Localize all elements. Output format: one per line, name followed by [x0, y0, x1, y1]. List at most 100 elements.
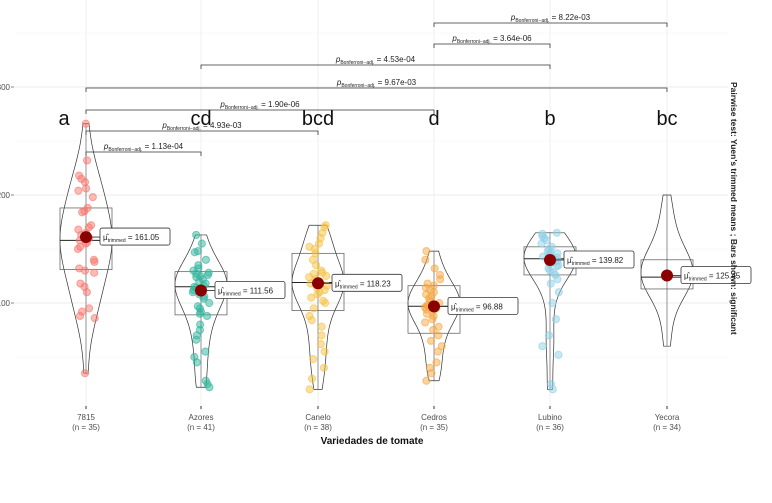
y-tick-label: 300: [0, 83, 11, 92]
data-point: [307, 293, 316, 302]
data-point: [422, 376, 431, 385]
data-point: [433, 347, 443, 356]
x-tick-n-label: (n = 36): [536, 423, 564, 432]
group-yecora: μ̂trimmed = 125.45 bc: [640, 108, 752, 347]
y-tick-label: 100: [0, 299, 11, 308]
mean-label-box: [680, 266, 752, 284]
mean-label-box: [214, 281, 286, 299]
data-point: [81, 119, 90, 128]
mu-subscript: trimmed: [572, 261, 590, 267]
data-point: [554, 288, 563, 297]
mean-label-box: [563, 250, 635, 269]
mean-point: [80, 231, 92, 244]
p-symbol: p: [335, 55, 341, 64]
mean-label: μ̂trimmed = 96.88: [451, 302, 503, 313]
data-point: [432, 358, 441, 367]
data-point: [195, 309, 204, 318]
mean-value: = 125.45: [707, 272, 741, 281]
p-subscript: Bonferroni−adj.: [515, 18, 549, 24]
x-axis-title: Variedades de tomate: [321, 436, 424, 447]
mean-label: μ̂trimmed = 161.05: [103, 233, 160, 244]
p-subscript: Bonferroni−adj.: [340, 60, 374, 66]
x-tick-n-label: (n = 38): [304, 423, 332, 432]
bracket-line: [85, 109, 435, 114]
x-tick-label: 7815: [77, 413, 95, 422]
data-point: [90, 314, 99, 323]
p-value: = 8.22e-03: [549, 13, 590, 22]
mean-value: = 139.82: [590, 256, 624, 265]
mu-subscript: trimmed: [340, 284, 358, 290]
data-point: [73, 244, 83, 254]
violin: [640, 194, 694, 347]
data-point: [78, 208, 87, 217]
p-value-label: pBonferroni−adj. = 1.13e-04: [103, 142, 184, 153]
y-axis: 100 200 300: [0, 83, 14, 308]
x-tick-n-label: (n = 35): [72, 423, 100, 432]
bracket-line: [200, 64, 551, 69]
data-point: [82, 184, 91, 193]
p-subscript: Bonferroni−adj.: [457, 39, 491, 45]
p-subscript: Bonferroni−adj.: [341, 83, 375, 89]
data-point: [553, 275, 562, 284]
data-point: [205, 298, 214, 308]
data-point: [317, 331, 326, 340]
data-point: [427, 369, 436, 378]
data-point: [80, 369, 90, 378]
mu-subscript: trimmed: [689, 277, 707, 283]
mean-value: = 118.23: [358, 279, 392, 288]
p-subscript: Bonferroni−adj.: [225, 105, 259, 111]
mean-label: μ̂trimmed = 118.23: [335, 279, 391, 290]
data-point: [307, 374, 317, 383]
data-point: [84, 304, 94, 313]
data-point: [428, 315, 437, 324]
mean-label-box: [331, 273, 403, 292]
data-point: [321, 298, 330, 308]
data-point: [192, 335, 201, 344]
data-point: [320, 347, 329, 356]
mean-point: [428, 300, 440, 313]
bracket-line: [433, 22, 668, 27]
data-point: [426, 336, 436, 345]
group-letter: d: [428, 108, 439, 130]
data-point: [82, 156, 92, 165]
p-subscript: Bonferroni−adj.: [167, 126, 201, 132]
group-letter: bcd: [302, 108, 334, 130]
data-point: [201, 347, 210, 356]
comparison-brackets: pBonferroni−adj. = 8.22e-03pBonferroni−a…: [85, 13, 668, 156]
group-canelo: μ̂trimmed = 118.23 bcd: [291, 108, 403, 394]
data-point: [316, 339, 325, 349]
p-value-label: pBonferroni−adj. = 1.90e-06: [219, 100, 300, 111]
group-letter: bc: [656, 108, 677, 130]
mu-symbol: μ̂: [567, 256, 574, 265]
data-point: [430, 264, 439, 273]
data-point: [80, 177, 90, 187]
data-point: [80, 266, 90, 275]
mu-symbol: μ̂: [218, 287, 225, 296]
data-point: [74, 186, 83, 195]
group-7815: μ̂trimmed = 161.05 a: [58, 108, 171, 378]
p-symbol: p: [451, 34, 457, 43]
data-point: [422, 247, 431, 256]
p-symbol: p: [510, 13, 516, 22]
group-letter: a: [58, 108, 70, 130]
data-point: [551, 315, 561, 324]
x-tick-label: Azores: [189, 413, 214, 422]
mean-value: = 111.56: [241, 287, 274, 296]
comparison-bracket: pBonferroni−adj. = 4.53e-04: [200, 55, 551, 69]
data-point: [429, 325, 438, 335]
data-point: [201, 255, 211, 264]
data-point: [82, 288, 92, 297]
p-symbol: p: [161, 121, 167, 130]
x-tick-n-label: (n = 34): [653, 423, 681, 432]
data-point: [313, 290, 322, 299]
p-symbol: p: [219, 100, 225, 109]
comparison-bracket: pBonferroni−adj. = 8.22e-03: [433, 13, 668, 27]
p-symbol: p: [103, 142, 109, 151]
data-point: [322, 271, 331, 281]
data-point: [554, 350, 563, 359]
data-point: [422, 309, 432, 318]
group-letter: b: [544, 108, 555, 130]
x-tick-label: Canelo: [305, 413, 331, 422]
p-value: = 9.67e-03: [375, 78, 416, 87]
